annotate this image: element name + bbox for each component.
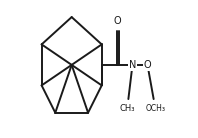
Text: O: O	[144, 60, 151, 70]
Text: N: N	[129, 60, 136, 70]
Text: OCH₃: OCH₃	[146, 104, 166, 113]
Text: CH₃: CH₃	[119, 104, 135, 113]
Text: O: O	[114, 16, 121, 26]
